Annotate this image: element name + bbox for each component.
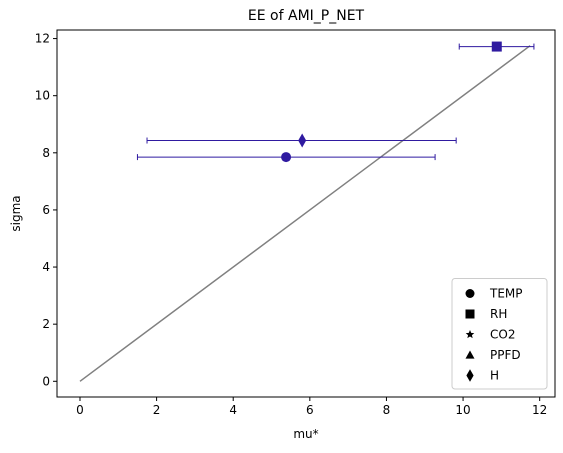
marker-square <box>491 41 502 52</box>
legend-item-co2: CO2 <box>465 328 515 342</box>
x-tick-label: 6 <box>306 403 314 417</box>
point-rh <box>458 41 535 52</box>
point-h <box>146 133 457 148</box>
marker-diamond <box>298 133 307 148</box>
y-axis-label: sigma <box>9 195 23 231</box>
legend-label: RH <box>490 307 507 321</box>
legend-item-h: H <box>466 369 499 383</box>
legend-label: CO2 <box>490 328 515 342</box>
x-axis-label: mu* <box>293 427 318 441</box>
plot-frame <box>56 29 556 398</box>
legend-marker-star <box>465 330 475 339</box>
legend-label: PPFD <box>490 348 521 362</box>
x-tick-label: 8 <box>383 403 391 417</box>
chart-title: EE of AMI_P_NET <box>248 8 365 24</box>
point-temp <box>136 152 436 163</box>
legend-label: H <box>490 369 499 383</box>
legend-item-rh: RH <box>465 307 507 321</box>
x-tick-label: 4 <box>229 403 237 417</box>
x-axis-ticks: 0 2 4 6 8 10 12 <box>76 397 547 417</box>
y-tick-label: 6 <box>42 203 50 217</box>
data-points-layer <box>136 41 535 163</box>
legend: TEMP RH CO2 PPFD H <box>451 278 548 390</box>
legend-item-temp: TEMP <box>465 287 523 301</box>
y-tick-label: 2 <box>42 317 50 331</box>
y-tick-label: 4 <box>42 260 50 274</box>
legend-label: TEMP <box>489 287 523 301</box>
y-tick-label: 12 <box>35 32 50 46</box>
y-tick-label: 8 <box>42 146 50 160</box>
x-tick-label: 10 <box>455 403 470 417</box>
reference-line-layer <box>79 45 531 382</box>
y-tick-label: 10 <box>35 89 50 103</box>
legend-marker-diamond <box>466 369 474 382</box>
legend-marker-square <box>465 309 475 319</box>
y-axis-ticks: 0 2 4 6 8 10 12 <box>35 32 57 388</box>
marker-circle <box>281 152 292 163</box>
x-tick-label: 0 <box>76 403 84 417</box>
legend-marker-circle <box>465 289 475 298</box>
y-tick-label: 0 <box>42 374 50 388</box>
reference-line <box>79 45 531 382</box>
legend-item-ppfd: PPFD <box>465 348 521 362</box>
x-tick-label: 2 <box>153 403 161 417</box>
legend-box <box>451 278 548 390</box>
x-tick-label: 12 <box>532 403 547 417</box>
legend-marker-triangle <box>465 350 475 359</box>
